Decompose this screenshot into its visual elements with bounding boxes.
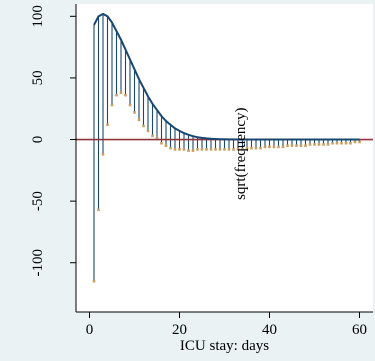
residual-marker xyxy=(164,144,168,147)
residual-marker xyxy=(196,148,199,151)
x-tick-label: 40 xyxy=(262,322,277,338)
y-tick-label: 50 xyxy=(30,70,46,85)
axes-layer: -100 -50 0 50 100 0 20 40 60 xyxy=(30,4,373,338)
residual-marker xyxy=(322,143,325,146)
residual-marker xyxy=(218,148,222,151)
x-axis-title: ICU stay: days xyxy=(180,338,269,354)
residual-marker xyxy=(182,148,186,151)
residual-marker xyxy=(268,145,271,149)
y-tick-label: 100 xyxy=(30,5,46,28)
residual-marker xyxy=(245,146,249,150)
residual-marker xyxy=(272,145,276,149)
residual-marker xyxy=(128,103,132,107)
residual-marker xyxy=(137,118,141,122)
residual-marker xyxy=(191,149,195,152)
residual-marker xyxy=(187,149,190,152)
residual-marker xyxy=(106,123,109,127)
residual-marker xyxy=(209,148,213,151)
residual-marker xyxy=(178,148,181,151)
residual-marker xyxy=(254,146,258,150)
spikes-layer xyxy=(93,13,361,282)
y-tick-label: 0 xyxy=(30,136,46,144)
x-tick-label: 0 xyxy=(86,322,94,338)
residual-marker xyxy=(142,124,145,128)
residual-marker xyxy=(308,143,312,146)
residual-marker xyxy=(358,140,361,144)
residual-marker xyxy=(344,141,348,145)
residual-marker xyxy=(101,153,105,156)
residual-marker xyxy=(326,143,330,146)
residual-marker xyxy=(286,144,289,147)
residual-marker xyxy=(115,93,118,97)
residual-marker xyxy=(151,134,154,138)
residual-marker xyxy=(97,208,100,212)
residual-marker xyxy=(259,146,262,150)
markers-layer xyxy=(92,91,361,283)
residual-marker xyxy=(290,144,294,147)
residual-marker xyxy=(349,141,352,145)
x-tick-label: 20 xyxy=(172,322,187,338)
residual-marker xyxy=(110,103,114,107)
residual-marker xyxy=(304,144,307,147)
residual-marker xyxy=(250,146,253,150)
residual-marker xyxy=(232,148,235,151)
residual-marker xyxy=(277,145,280,149)
residual-marker xyxy=(331,141,334,145)
residual-marker xyxy=(223,148,226,151)
residual-marker xyxy=(146,129,150,133)
residual-marker xyxy=(200,148,204,151)
x-tick-label: 60 xyxy=(352,322,367,338)
residual-marker xyxy=(313,143,316,146)
residual-marker xyxy=(236,148,240,151)
residual-marker xyxy=(241,148,244,151)
sqrt-frequency-annotation: sqrt(frequency) xyxy=(233,107,249,199)
residual-marker xyxy=(281,145,285,149)
residual-marker xyxy=(227,148,231,151)
residual-marker xyxy=(299,144,303,147)
residual-marker xyxy=(160,141,163,145)
expected-curve xyxy=(93,12,360,141)
y-tick-label: -100 xyxy=(30,249,46,277)
residual-marker xyxy=(169,146,172,150)
residual-marker xyxy=(92,279,96,283)
y-tick-label: -50 xyxy=(30,191,46,211)
residual-marker xyxy=(317,143,321,146)
residual-marker xyxy=(173,148,177,151)
residual-marker xyxy=(353,140,357,144)
residual-marker xyxy=(295,144,298,147)
residual-marker xyxy=(205,148,208,151)
residual-marker xyxy=(263,145,267,149)
residual-marker xyxy=(340,141,343,145)
residual-marker xyxy=(124,93,127,97)
residual-marker xyxy=(214,148,217,151)
residual-marker xyxy=(335,141,339,145)
residual-marker xyxy=(155,136,159,140)
residual-marker xyxy=(119,91,123,95)
residual-marker xyxy=(133,111,136,114)
